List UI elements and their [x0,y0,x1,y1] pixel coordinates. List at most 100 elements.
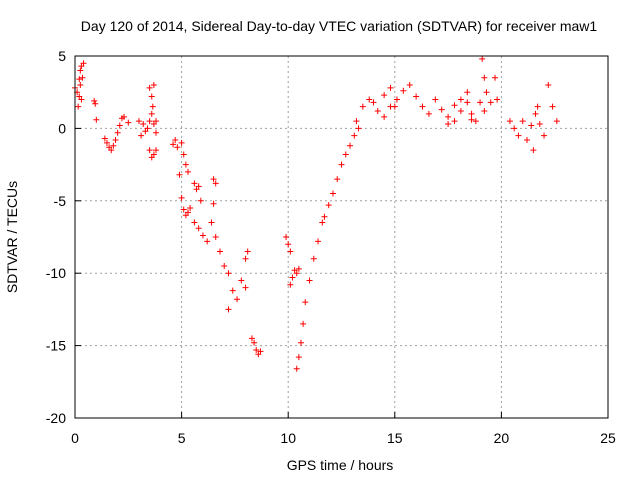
data-point [210,176,217,183]
data-point [293,365,300,372]
data-point [457,96,464,103]
y-tick-label: 0 [58,120,66,136]
data-point [170,141,177,148]
data-point [545,81,552,88]
plot-frame [74,55,609,419]
data-point [492,74,499,81]
data-point [506,118,513,125]
data-point [481,74,488,81]
data-point [257,348,264,355]
y-tick-label: -15 [46,338,66,354]
data-point [287,281,294,288]
data-point [191,180,198,187]
data-point [287,248,294,255]
data-point [468,116,475,123]
data-point [553,118,560,125]
data-point [178,139,185,146]
data-point [381,92,388,99]
data-point [338,161,345,168]
data-point [184,209,191,216]
data-point [204,238,211,245]
data-point [353,118,360,125]
data-point [234,296,241,303]
chart-title: Day 120 of 2014, Sidereal Day-to-day VTE… [81,18,598,34]
data-point [306,277,313,284]
data-point [483,89,490,96]
data-point [208,219,215,226]
data-point [445,113,452,120]
data-point [91,97,98,104]
data-point [319,219,326,226]
data-point [135,118,142,125]
data-point [370,99,377,106]
data-point [176,171,183,178]
grid [75,56,608,418]
data-point [212,180,219,187]
data-point [321,213,328,220]
y-axis-label: SDTVAR / TECUs [4,181,20,293]
x-tick-label: 15 [387,430,403,446]
data-point [393,96,400,103]
data-point [110,142,117,149]
data-point [445,121,452,128]
data-point [225,306,232,313]
x-tick-label: 10 [280,430,296,446]
data-point [334,176,341,183]
data-point [242,284,249,291]
data-point [293,270,300,277]
data-point [251,339,258,346]
data-point [351,132,358,139]
data-point [283,234,290,240]
data-point [451,118,458,125]
data-point [419,103,426,110]
data-point [464,99,471,106]
data-point [187,205,194,212]
data-point [366,96,373,103]
y-tick-label: 5 [58,48,66,64]
data-point [140,121,147,128]
data-point [79,74,86,81]
data-point [315,238,322,245]
data-point [487,99,494,106]
data-point [244,248,251,255]
data-point [300,320,307,327]
data-point [148,110,155,117]
data-point [549,103,556,110]
data-point [146,118,153,125]
data-point [150,151,157,158]
data-point [530,147,537,154]
data-point [297,339,304,346]
data-point [289,274,296,281]
data-point [310,255,317,262]
data-point [425,110,432,117]
data-point [248,335,255,342]
data-point [302,299,309,306]
data-point [153,118,160,125]
data-point [210,200,217,207]
data-point [374,108,381,115]
data-point [144,125,151,132]
data-point [178,194,185,201]
data-point [75,103,82,110]
data-point [238,277,245,284]
data-point [387,103,394,110]
x-tick-label: 0 [71,430,79,446]
data-point [146,147,153,154]
data-point [112,136,119,143]
data-point [180,151,187,158]
x-tick-label: 25 [600,430,616,446]
data-point [212,234,219,240]
data-point [406,81,413,88]
data-point [472,118,479,125]
data-point [184,168,191,175]
data-point [150,81,157,88]
data-point [195,225,202,232]
x-tick-label: 5 [178,430,186,446]
data-point [532,110,539,117]
data-point [153,129,160,136]
data-point [77,67,84,74]
data-point [481,108,488,115]
data-point [515,132,522,139]
data-point [216,248,223,255]
